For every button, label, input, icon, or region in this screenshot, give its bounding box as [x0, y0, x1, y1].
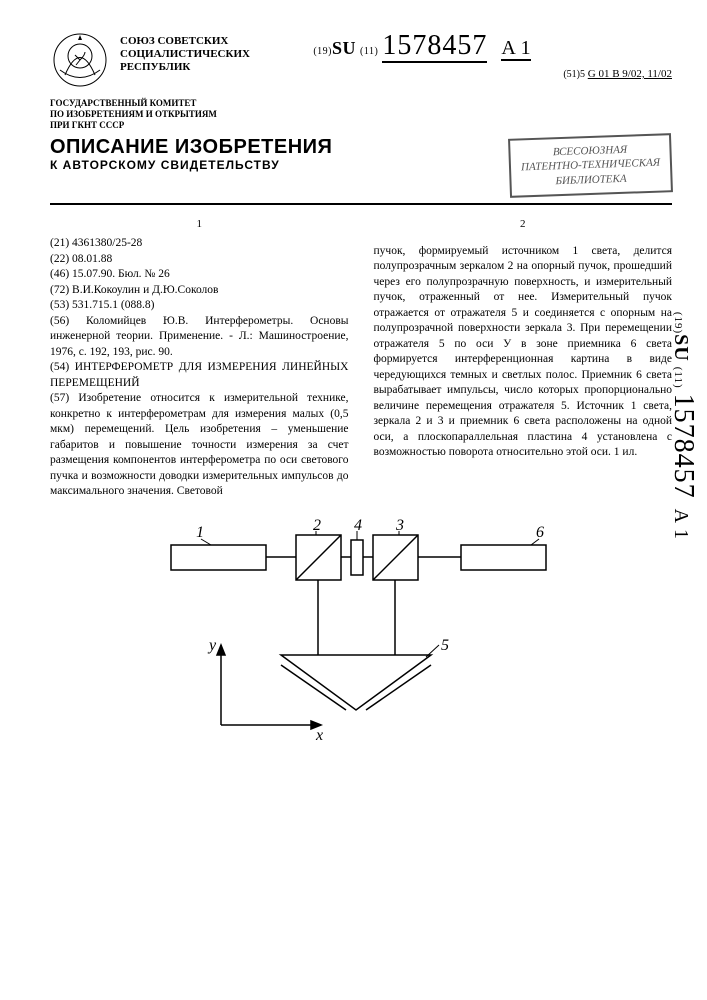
- title-main: ОПИСАНИЕ ИЗОБРЕТЕНИЯ: [50, 136, 332, 158]
- column-left: 1 (21) 4361380/25-28 (22) 08.01.88 (46) …: [50, 217, 349, 500]
- header-row: СОЮЗ СОВЕТСКИХ СОЦИАЛИСТИЧЕСКИХ РЕСПУБЛИ…: [50, 30, 672, 90]
- diagram: 1 2 3 4 5 6 y x: [50, 515, 672, 770]
- classification-code: (51)5: [563, 69, 585, 80]
- committee-name: ГОСУДАРСТВЕННЫЙ КОМИТЕТ ПО ИЗОБРЕТЕНИЯМ …: [50, 98, 672, 130]
- field-46: (46) 15.07.90. Бюл. № 26: [50, 267, 349, 283]
- side-code: (11): [672, 367, 684, 389]
- field-22: (22) 08.01.88: [50, 252, 349, 268]
- doc-kind: A 1: [501, 37, 531, 61]
- col-number-left: 1: [50, 217, 349, 232]
- title-sub: К АВТОРСКОМУ СВИДЕТЕЛЬСТВУ: [50, 158, 332, 172]
- diagram-label-5: 5: [441, 637, 449, 654]
- field-72: (72) В.И.Кокоулин и Д.Ю.Соколов: [50, 283, 349, 299]
- side-kind: A 1: [670, 509, 692, 540]
- col-number-right: 2: [374, 217, 673, 232]
- country-code-label: (19): [313, 46, 332, 57]
- country-code: SU: [332, 38, 356, 58]
- title-block: ОПИСАНИЕ ИЗОБРЕТЕНИЯ К АВТОРСКОМУ СВИДЕТ…: [50, 136, 672, 195]
- column-right: 2 пучок, формируемый источником 1 света,…: [374, 217, 673, 500]
- doc-code-label: (11): [360, 46, 378, 57]
- field-21: (21) 4361380/25-28: [50, 236, 349, 252]
- abstract-continued: пучок, формируемый источником 1 света, д…: [374, 244, 673, 461]
- diagram-label-1: 1: [196, 524, 204, 541]
- side-country: SU: [670, 334, 692, 362]
- ussr-emblem-icon: [50, 30, 110, 90]
- organization-name: СОЮЗ СОВЕТСКИХ СОЦИАЛИСТИЧЕСКИХ РЕСПУБЛИ…: [120, 35, 313, 75]
- side-prefix: (19): [672, 312, 684, 334]
- library-stamp: ВСЕСОЮЗНАЯ ПАТЕНТНО-ТЕХНИЧЕСКАЯ БИБЛИОТЕ…: [508, 134, 673, 199]
- classification: (51)5 G 01 B 9/02, 11/02: [563, 68, 672, 80]
- columns: 1 (21) 4361380/25-28 (22) 08.01.88 (46) …: [50, 217, 672, 500]
- field-56: (56) Коломийцев Ю.В. Интерферометры. Осн…: [50, 314, 349, 361]
- diagram-label-6: 6: [536, 524, 544, 541]
- axis-y-label: y: [207, 637, 217, 654]
- side-number: 1578457: [668, 394, 699, 499]
- side-doc-number: (19)SU (11) 1578457 A 1: [667, 312, 699, 540]
- doc-number: 1578457: [382, 30, 487, 63]
- divider: [50, 203, 672, 205]
- diagram-label-2: 2: [313, 517, 321, 534]
- diagram-label-4: 4: [354, 517, 362, 534]
- field-53: (53) 531.715.1 (088.8): [50, 298, 349, 314]
- classification-value: G 01 B 9/02, 11/02: [588, 68, 672, 80]
- field-54: (54) ИНТЕРФЕРОМЕТР ДЛЯ ИЗМЕРЕНИЯ ЛИНЕЙНЫ…: [50, 360, 349, 391]
- document-number-block: (19)SU (11) 1578457 A 1 (51)5 G 01 B 9/0…: [313, 30, 672, 80]
- axis-x-label: x: [315, 727, 323, 744]
- field-57: (57) Изобретение относится к измерительн…: [50, 391, 349, 500]
